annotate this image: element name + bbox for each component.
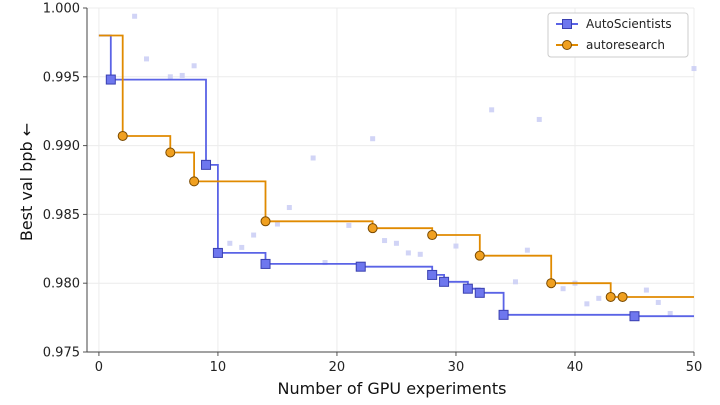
y-tick-label: 1.000 [43,2,80,17]
trial-point [322,260,328,266]
data-point-autoscientists [212,247,223,258]
trial-point [191,63,197,69]
data-point-autoscientists [427,269,438,280]
x-tick-label: 20 [329,360,346,375]
legend-label-autoscientists: AutoScientists [586,17,672,31]
data-point-autoscientists [629,311,640,322]
trial-point [596,295,602,301]
data-point-autoscientists [355,261,366,272]
trial-point [691,66,697,72]
data-point-autoscientists [462,283,473,294]
trial-point [524,247,530,253]
y-tick-label: 0.995 [43,70,80,85]
trial-point [179,72,185,78]
grid [87,7,695,353]
data-point-autoscientists [105,74,116,85]
trial-point [584,301,590,307]
trial-point [536,116,542,122]
series-line-autoscientists [98,34,694,318]
trial-point [560,286,566,292]
legend-marker-autoscientists [562,19,572,29]
x-tick-label: 40 [567,360,584,375]
x-tick-label: 0 [95,360,103,375]
trial-point [227,240,233,246]
data-point-autoresearch [546,278,557,289]
series-layer [98,34,694,322]
data-point-autoresearch [189,176,200,187]
y-axis-label: Best val bpb ← [17,123,36,241]
y-tick-label: 0.975 [43,346,80,361]
data-point-autoscientists [474,287,485,298]
data-point-autoscientists [498,309,509,320]
trial-point [286,205,292,211]
axes [83,7,695,356]
trial-point [655,299,661,305]
tick-labels: 0 10 20 30 40 50 0.975 0.980 0.985 0.990 0.995 1.00… [43,2,702,376]
data-point-autoresearch [165,147,176,158]
legend-marker-autoresearch [562,40,572,50]
legend-label-autoresearch: autoresearch [586,38,665,52]
x-tick-label: 50 [686,360,703,375]
y-tick-label: 0.990 [43,139,80,154]
x-tick-label: 30 [448,360,465,375]
data-point-autoresearch [617,291,628,302]
y-tick-label: 0.980 [43,277,80,292]
trial-point [489,107,495,113]
data-point-autoresearch [427,230,438,241]
series-line-autoresearch [98,34,694,298]
trial-point [251,232,257,238]
data-point-autoresearch [117,130,128,141]
trial-point [512,279,518,285]
trial-point [382,238,388,244]
trial-point [453,243,459,249]
trial-point [274,221,280,227]
trial-point [417,251,423,257]
trial-point [167,74,173,80]
trial-point [667,310,673,316]
data-point-autoresearch [367,223,378,234]
legend-box [547,12,689,58]
x-tick-label: 10 [210,360,227,375]
trial-point [643,287,649,293]
data-point-autoscientists [439,276,450,287]
trial-point [144,56,150,62]
data-point-autoscientists [260,258,271,269]
trial-point [393,240,399,246]
trial-point [346,222,352,228]
data-point-autoresearch [474,250,485,261]
data-point-autoresearch [260,216,271,227]
trial-point [239,244,245,250]
y-tick-label: 0.985 [43,208,80,223]
trial-point [370,136,376,142]
data-point-autoscientists [201,159,212,170]
trial-point [132,13,138,19]
trial-point [310,155,316,161]
trial-point [405,250,411,256]
legend: AutoScientists autoresearch [547,12,689,58]
data-point-autoresearch [605,291,616,302]
x-axis-label: Number of GPU experiments [278,379,507,398]
